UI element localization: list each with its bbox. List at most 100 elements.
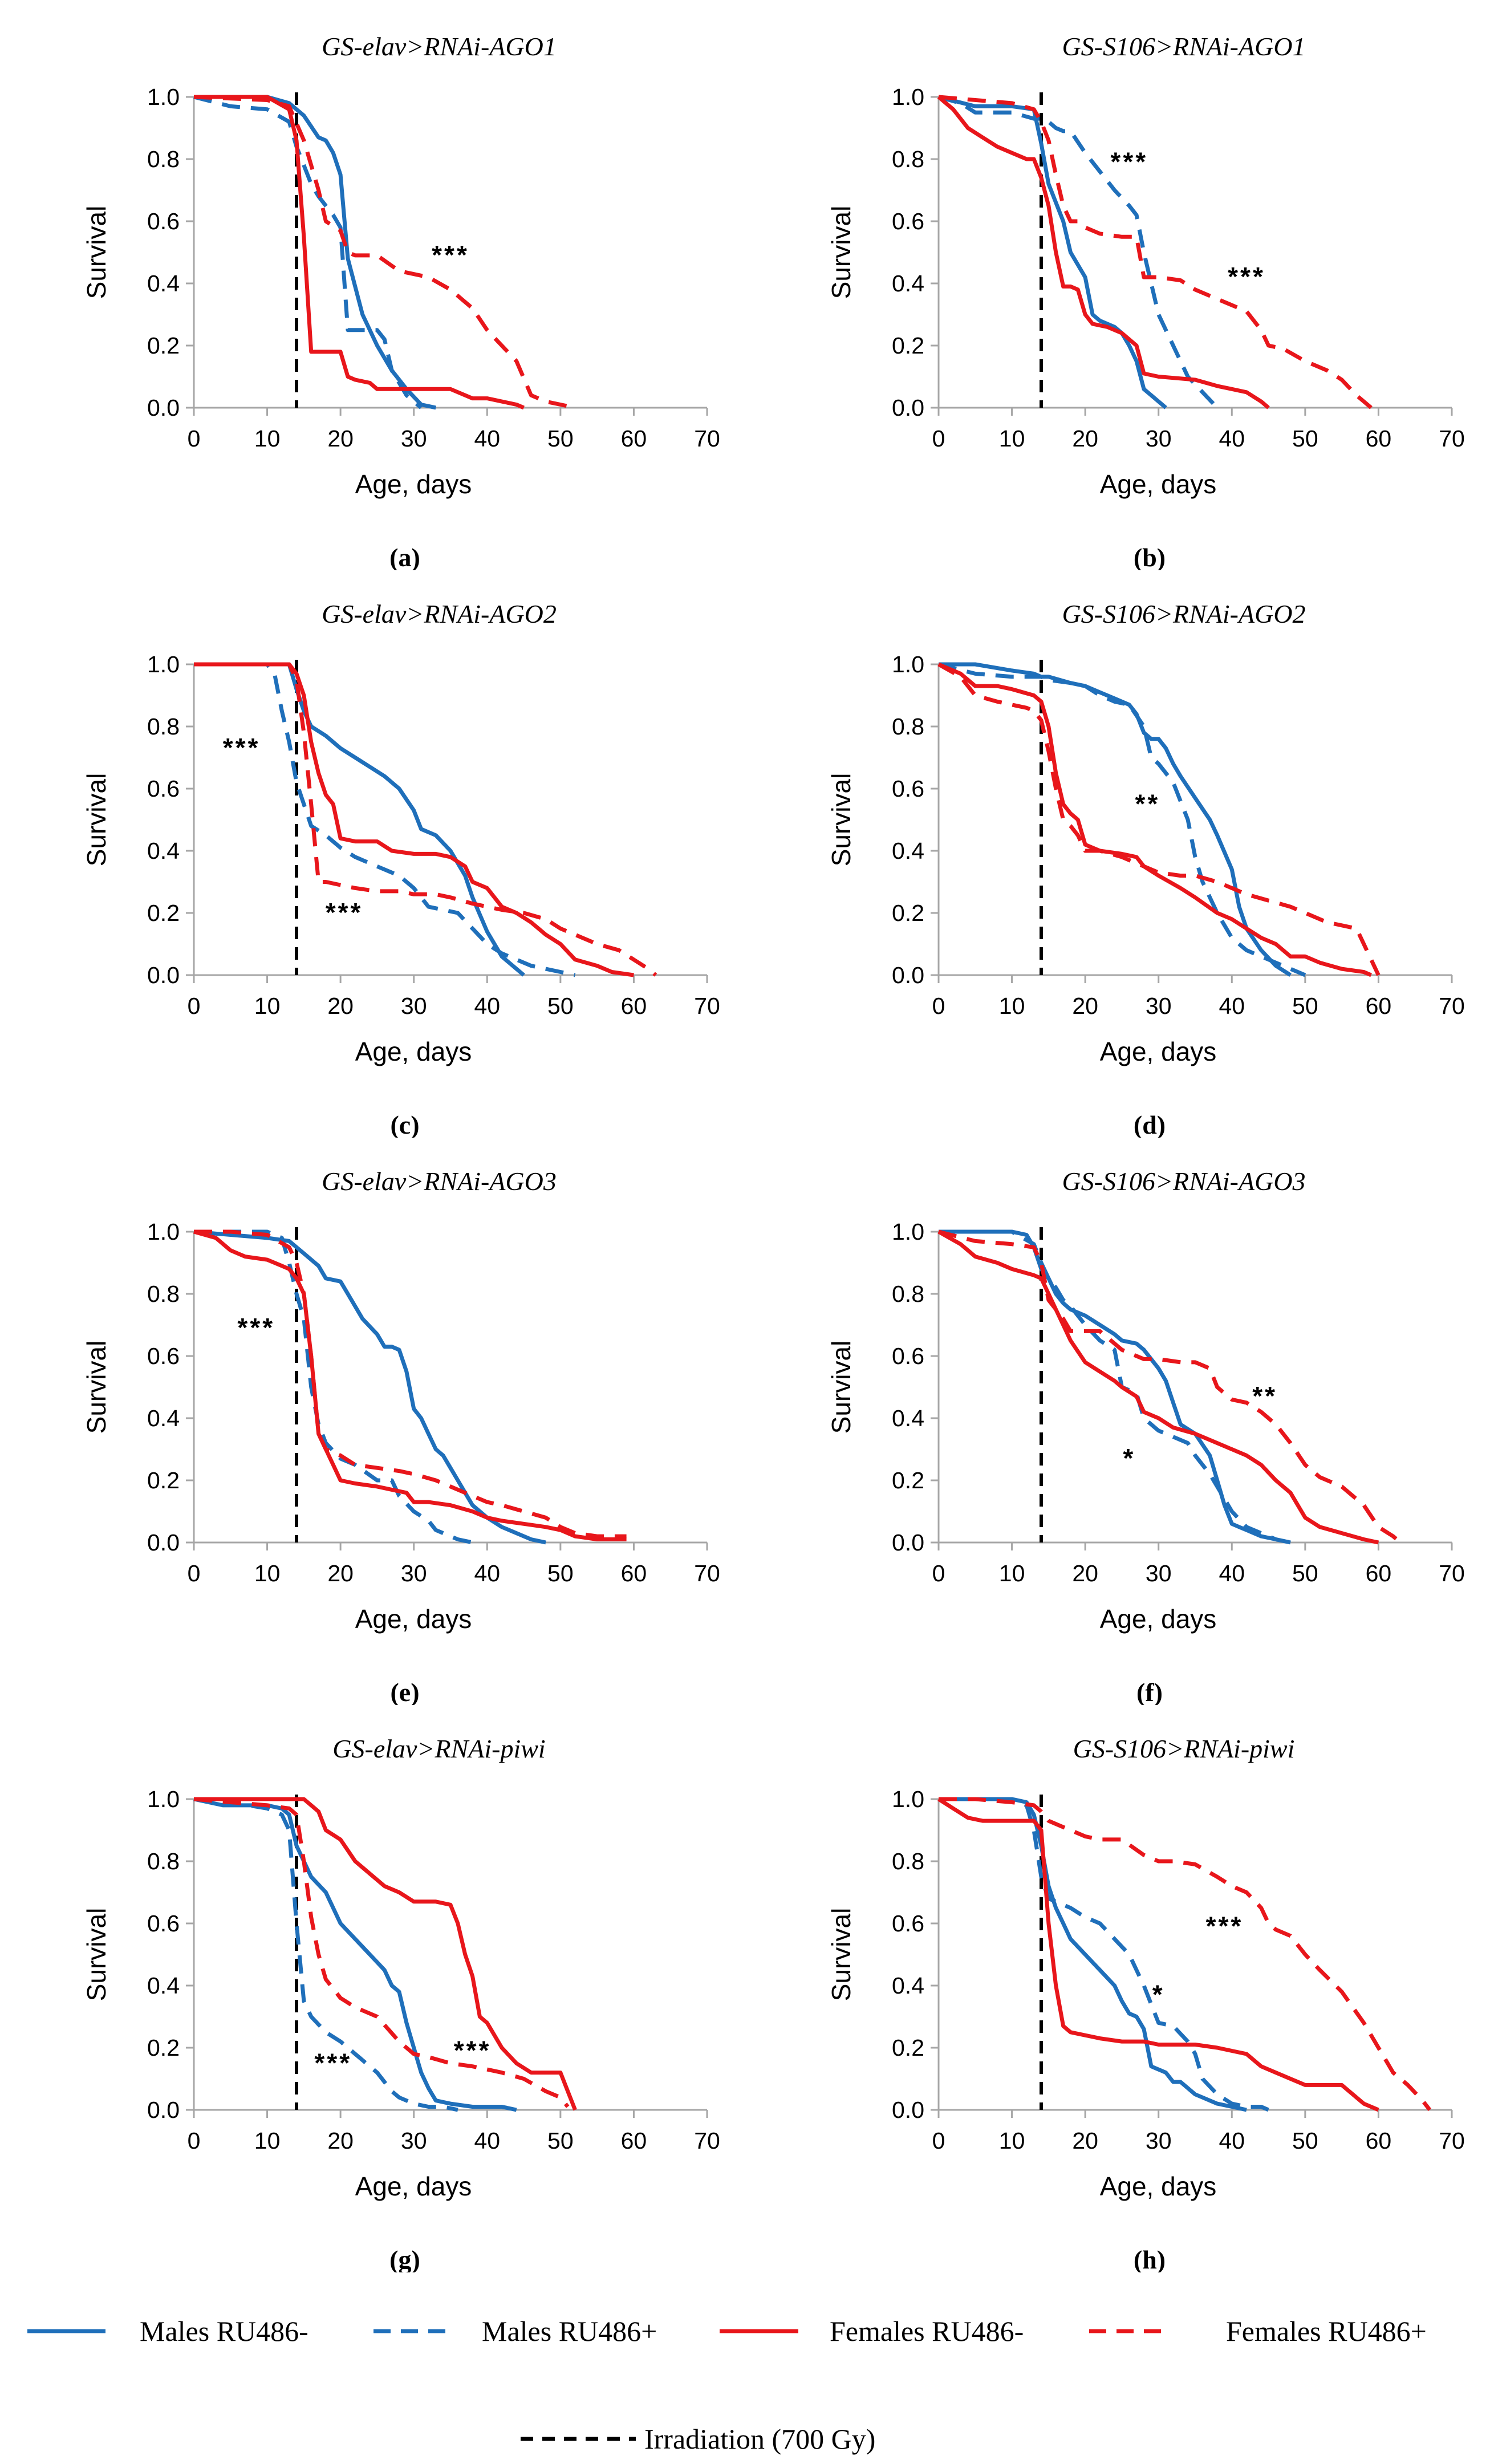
x-tick-label: 40 <box>474 993 500 1019</box>
significance-annotation: *** <box>1206 1911 1244 1941</box>
x-tick-label: 0 <box>188 2128 201 2154</box>
x-tick-label: 20 <box>327 993 354 1019</box>
x-tick-label: 0 <box>188 1560 201 1586</box>
y-tick-label: 0.8 <box>892 713 924 740</box>
chart-title: GS-elav>RNAi-AGO1 <box>322 32 557 61</box>
x-tick-label: 20 <box>327 1560 354 1586</box>
panel-letter: (c) <box>390 1110 419 1138</box>
x-tick-label: 40 <box>1219 2128 1245 2154</box>
y-tick-label: 0.2 <box>892 332 924 359</box>
panel-letter: (h) <box>1134 2245 1166 2272</box>
x-axis-label: Age, days <box>355 2171 472 2201</box>
x-tick-label: 40 <box>474 2128 500 2154</box>
y-tick-label: 0.2 <box>147 332 180 359</box>
y-axis-label: Survival <box>82 773 111 867</box>
chart-svg: GS-S106>RNAi-piwi 0.0 0.2 0.4 0.6 0.8 1.0 0 10 20… <box>826 1734 1465 2272</box>
x-tick-label: 60 <box>1366 425 1392 452</box>
x-tick-label: 40 <box>1219 993 1245 1019</box>
series-line-females-ru486 <box>194 662 634 977</box>
chart-title: GS-S106>RNAi-AGO3 <box>1062 1167 1305 1196</box>
x-tick-label: 30 <box>401 1560 427 1586</box>
significance-annotation: *** <box>237 1313 275 1342</box>
series-line-males-ru486 <box>939 1229 1291 1545</box>
series-line-males-ru486 <box>939 1229 1291 1545</box>
y-tick-label: 0.8 <box>147 1848 180 1874</box>
x-tick-label: 50 <box>547 1560 574 1586</box>
y-tick-label: 0.8 <box>147 1281 180 1307</box>
series-line-males-ru486 <box>194 95 437 410</box>
chart-panel-b: GS-S106>RNAi-AGO1 0.0 0.2 0.4 0.6 0.8 1.0 0 10 20… <box>745 0 1486 570</box>
y-tick-label: 0.0 <box>147 2097 180 2123</box>
x-axis-label: Age, days <box>1100 2171 1217 2201</box>
x-tick-label: 70 <box>1439 2128 1465 2154</box>
significance-annotation: *** <box>1110 147 1148 176</box>
series-line-males-ru486 <box>938 95 1167 409</box>
y-tick-label: 1.0 <box>147 1786 180 1812</box>
x-tick-label: 70 <box>1439 993 1465 1019</box>
series-line-males-ru486 <box>938 95 1219 409</box>
significance-annotation: *** <box>432 240 469 270</box>
y-tick-label: 1.0 <box>147 1219 180 1245</box>
legend-label-females-plus: Females RU486+ <box>1226 2315 1427 2347</box>
x-tick-label: 60 <box>1366 993 1392 1019</box>
chart-title: GS-elav>RNAi-AGO2 <box>322 599 557 628</box>
panel-letter: (g) <box>389 2245 420 2272</box>
x-axis-label: Age, days <box>355 1604 472 1634</box>
x-axis-label: Age, days <box>1100 469 1217 499</box>
series-line-males-ru486 <box>939 1797 1269 2112</box>
x-tick-label: 60 <box>1366 1560 1392 1586</box>
x-tick-label: 70 <box>1439 1560 1465 1586</box>
x-tick-label: 0 <box>932 993 945 1019</box>
y-tick-label: 0.0 <box>892 1529 924 1556</box>
y-tick-label: 0.2 <box>147 2035 180 2061</box>
chart-svg: GS-S106>RNAi-AGO2 0.0 0.2 0.4 0.6 0.8 1.0 0 10 20… <box>826 599 1465 1138</box>
legend-label-males-minus: Males RU486- <box>140 2315 308 2347</box>
x-tick-label: 20 <box>1072 1560 1098 1586</box>
y-tick-label: 1.0 <box>147 651 180 677</box>
panel-letter: (b) <box>1134 543 1166 570</box>
series-line-females-ru486 <box>937 662 1381 976</box>
x-axis-label: Age, days <box>1100 1037 1217 1066</box>
y-axis-label: Survival <box>826 773 856 867</box>
chart-svg: GS-elav>RNAi-AGO1 0.0 0.2 0.4 0.6 0.8 1.0 0 10 20… <box>82 32 720 570</box>
y-tick-label: 1.0 <box>147 84 180 110</box>
x-tick-label: 60 <box>621 425 647 452</box>
x-tick-label: 10 <box>254 425 281 452</box>
series-line-males-ru486 <box>193 1797 458 2112</box>
y-tick-label: 0.8 <box>147 713 180 740</box>
y-tick-label: 0.4 <box>892 270 924 297</box>
y-tick-label: 0.4 <box>892 838 924 864</box>
x-tick-label: 40 <box>474 1560 500 1586</box>
series-line-females-ru486 <box>193 1229 627 1541</box>
series-line-males-ru486 <box>193 95 423 409</box>
x-tick-label: 20 <box>1072 425 1098 452</box>
x-tick-label: 10 <box>254 2128 281 2154</box>
series-line-females-ru486 <box>193 95 576 410</box>
x-tick-label: 40 <box>1219 1560 1245 1586</box>
x-tick-label: 60 <box>1366 2128 1392 2154</box>
x-tick-label: 50 <box>547 2128 574 2154</box>
x-tick-label: 40 <box>1219 425 1245 452</box>
chart-panel-f: GS-S106>RNAi-AGO3 0.0 0.2 0.4 0.6 0.8 1.0 0 10 20… <box>745 1135 1486 1705</box>
legend-label-males-plus: Males RU486+ <box>482 2315 657 2347</box>
x-axis-label: Age, days <box>355 469 472 499</box>
chart-panel-h: GS-S106>RNAi-piwi 0.0 0.2 0.4 0.6 0.8 1.0 0 10 20… <box>745 1702 1486 2272</box>
chart-panel-c: GS-elav>RNAi-AGO2 0.0 0.2 0.4 0.6 0.8 1.0 0 10 20… <box>0 567 741 1138</box>
y-tick-label: 0.2 <box>147 1467 180 1493</box>
y-tick-label: 0.6 <box>147 1910 180 1937</box>
series-line-males-ru486 <box>193 1229 546 1545</box>
series-line-females-ru486 <box>937 95 1270 409</box>
significance-annotation: *** <box>314 2048 352 2077</box>
significance-annotation: ** <box>1252 1381 1277 1411</box>
chart-title: GS-elav>RNAi-piwi <box>332 1734 545 1763</box>
y-tick-label: 0.0 <box>892 395 924 421</box>
x-tick-label: 10 <box>999 2128 1025 2154</box>
y-tick-label: 1.0 <box>892 1786 924 1812</box>
chart-svg: GS-S106>RNAi-AGO1 0.0 0.2 0.4 0.6 0.8 1.0 0 10 20… <box>826 32 1465 570</box>
series-line-males-ru486 <box>194 662 576 977</box>
series-line-females-ru486 <box>938 95 1373 409</box>
y-tick-label: 0.4 <box>892 1972 924 1999</box>
y-tick-label: 0.6 <box>892 1343 924 1369</box>
y-axis-label: Survival <box>82 1341 111 1434</box>
x-tick-label: 50 <box>1292 2128 1318 2154</box>
